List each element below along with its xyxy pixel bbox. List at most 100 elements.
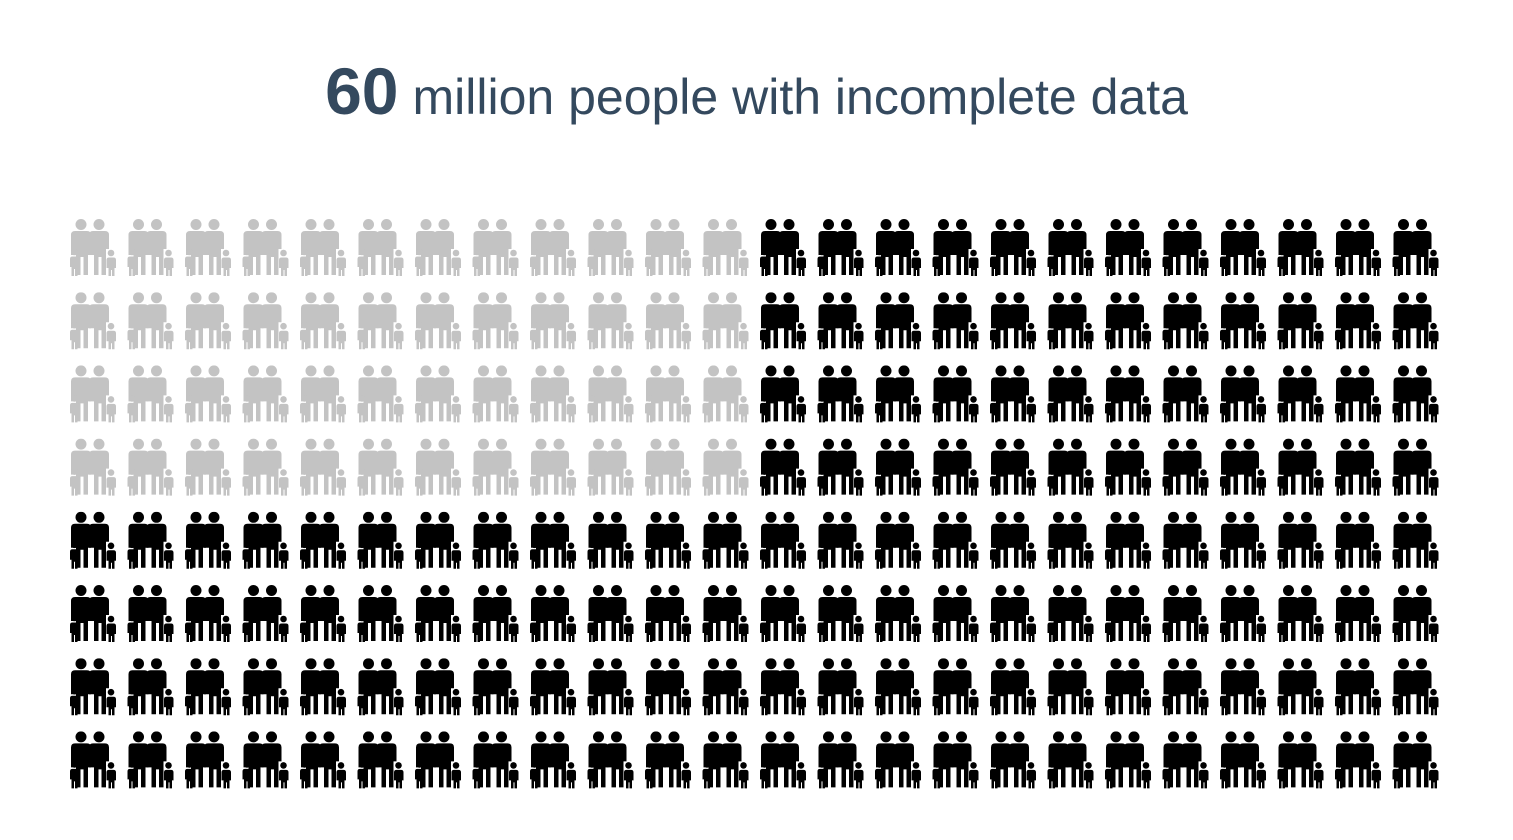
family-icon [990, 585, 1036, 642]
family-icon [1392, 511, 1439, 569]
family-icon-highlighted [702, 438, 749, 496]
family-icon [1220, 219, 1266, 276]
family-icon [1277, 292, 1324, 350]
family-icon [760, 219, 806, 276]
family-icon [1392, 365, 1439, 423]
family-icon [645, 658, 691, 716]
family-icon-highlighted [242, 292, 289, 350]
family-icon [1277, 438, 1324, 496]
family-icon [817, 292, 864, 350]
family-icon [300, 658, 346, 716]
family-icon [1335, 438, 1381, 496]
icon-grid [70, 219, 1439, 789]
family-icon [1277, 219, 1324, 276]
family-icon-highlighted [530, 292, 576, 350]
family-icon [127, 731, 174, 789]
family-icon [760, 511, 806, 569]
family-icon [1105, 658, 1151, 716]
family-icon [1220, 731, 1266, 789]
family-icon [472, 658, 519, 716]
family-icon [1162, 365, 1209, 423]
family-icon [70, 731, 116, 789]
family-icon [1047, 585, 1094, 642]
family-icon [875, 511, 921, 569]
family-icon [415, 658, 461, 716]
family-icon [760, 292, 806, 350]
family-icon [1162, 438, 1209, 496]
family-icon [242, 731, 289, 789]
family-icon [1392, 658, 1439, 716]
chart-title: 60 million people with incomplete data [0, 58, 1513, 124]
family-icon-highlighted [472, 219, 519, 276]
family-icon-highlighted [357, 365, 404, 423]
family-icon [875, 219, 921, 276]
family-icon [1335, 511, 1381, 569]
family-icon-highlighted [242, 365, 289, 423]
family-icon [932, 365, 979, 423]
family-icon [587, 585, 634, 642]
family-icon [817, 365, 864, 423]
family-icon [1277, 658, 1324, 716]
family-icon [357, 731, 404, 789]
family-icon-highlighted [70, 292, 116, 350]
family-icon-highlighted [645, 292, 691, 350]
title-number: 60 [325, 54, 399, 128]
family-icon [472, 511, 519, 569]
family-icon [645, 731, 691, 789]
family-icon [1047, 365, 1094, 423]
family-icon [185, 511, 231, 569]
family-icon [760, 731, 806, 789]
family-icon [932, 292, 979, 350]
family-icon [1047, 511, 1094, 569]
family-icon [1162, 658, 1209, 716]
family-icon [875, 731, 921, 789]
family-icon [1162, 511, 1209, 569]
family-icon-highlighted [472, 365, 519, 423]
family-icon [185, 731, 231, 789]
family-icon [242, 585, 289, 642]
family-icon [760, 438, 806, 496]
family-icon [185, 585, 231, 642]
family-icon [1335, 585, 1381, 642]
family-icon [1047, 292, 1094, 350]
family-icon [990, 365, 1036, 423]
family-icon-highlighted [415, 365, 461, 423]
family-icon [1162, 292, 1209, 350]
family-icon [1335, 292, 1381, 350]
title-text: million people with incomplete data [412, 69, 1188, 125]
family-icon [817, 731, 864, 789]
family-icon [1162, 731, 1209, 789]
family-icon-highlighted [645, 438, 691, 496]
family-icon [1392, 292, 1439, 350]
family-icon [1105, 731, 1151, 789]
family-icon [530, 731, 576, 789]
family-icon-highlighted [645, 219, 691, 276]
family-icon [875, 365, 921, 423]
family-icon [185, 658, 231, 716]
family-icon [990, 292, 1036, 350]
family-icon [242, 658, 289, 716]
family-icon-highlighted [702, 292, 749, 350]
family-icon-highlighted [530, 219, 576, 276]
family-icon-highlighted [357, 219, 404, 276]
family-icon [1392, 219, 1439, 276]
family-icon [1105, 438, 1151, 496]
family-icon [472, 731, 519, 789]
family-icon-highlighted [415, 292, 461, 350]
family-icon-highlighted [185, 365, 231, 423]
family-icon [70, 658, 116, 716]
family-icon-highlighted [127, 292, 174, 350]
family-icon [415, 731, 461, 789]
family-icon [530, 585, 576, 642]
family-icon-highlighted [702, 219, 749, 276]
family-icon [990, 731, 1036, 789]
family-icon [875, 658, 921, 716]
family-icon [1220, 511, 1266, 569]
family-icon [1220, 585, 1266, 642]
family-icon [990, 511, 1036, 569]
family-icon [932, 438, 979, 496]
family-icon [760, 658, 806, 716]
family-icon [645, 585, 691, 642]
family-icon-highlighted [472, 292, 519, 350]
